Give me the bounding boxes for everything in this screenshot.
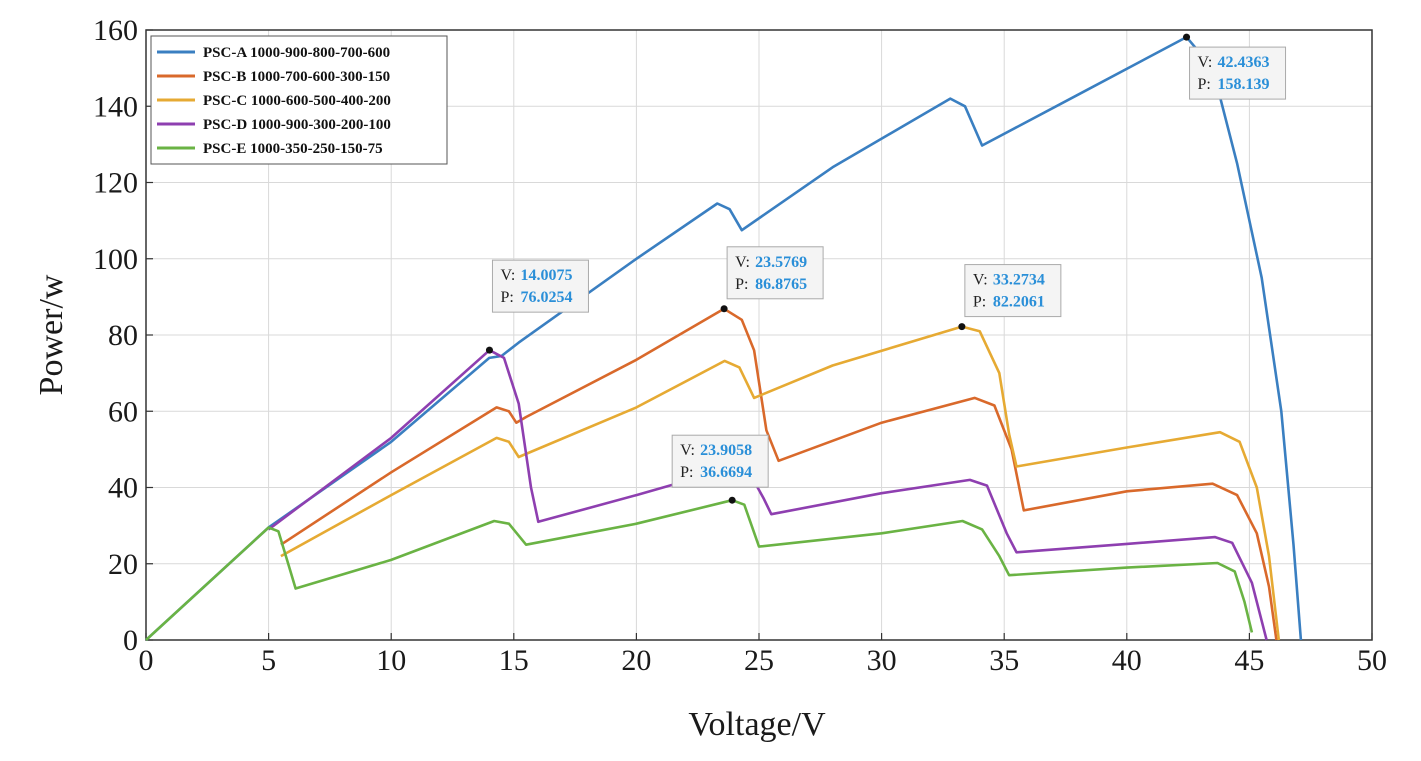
datatip-v-key: V:	[680, 442, 695, 459]
datatip-point	[485, 346, 493, 354]
datatip-p-value: 76.0254	[520, 289, 572, 306]
x-tick-label: 30	[867, 644, 897, 677]
datatip-p-key: P:	[1198, 76, 1211, 93]
x-tick-label: 15	[499, 644, 529, 677]
x-tick-label: 50	[1357, 644, 1387, 677]
series-line-2	[280, 307, 1278, 641]
x-tick-label: 25	[744, 644, 774, 677]
datatip-p-value: 158.139	[1218, 76, 1270, 93]
datatips: V: 42.4363 P: 158.139 V: 14.0075 P: 76.0254 V: 23…	[491, 46, 1287, 488]
datatip-p-key: P:	[735, 276, 748, 293]
legend-entry: PSC-A 1000-900-800-700-600	[203, 45, 390, 61]
datatip-frame	[671, 434, 769, 488]
y-axis-label: Power/w	[33, 274, 70, 395]
y-tick-label: 80	[108, 319, 138, 352]
series-lines	[145, 35, 1303, 641]
series-line-1	[145, 35, 1303, 641]
legend-box	[150, 35, 448, 165]
x-tick-label: 10	[376, 644, 406, 677]
datatip-p-value: 82.2061	[993, 294, 1045, 311]
datatip-v-key: V:	[973, 272, 988, 289]
x-tick-label: 0	[139, 644, 154, 677]
x-tick-label: 35	[989, 644, 1019, 677]
y-tick-label: 60	[108, 395, 138, 428]
y-tick-label: 100	[93, 243, 138, 276]
x-tick-label: 5	[261, 644, 276, 677]
datatip-markers	[485, 33, 1191, 504]
datatip-p-key: P:	[973, 294, 986, 311]
y-tick-label: 160	[93, 14, 138, 47]
legend-entry: PSC-C 1000-600-500-400-200	[203, 93, 391, 109]
datatip-point	[958, 323, 966, 331]
x-tick-label: 20	[621, 644, 651, 677]
legend-entry: PSC-B 1000-700-600-300-150	[203, 69, 390, 85]
datatip-frame	[491, 259, 589, 313]
legend: PSC-A 1000-900-800-700-600 PSC-B 1000-700…	[150, 35, 448, 165]
y-tick-label: 20	[108, 548, 138, 581]
datatip-v-key: V:	[500, 267, 515, 284]
datatip-v-value: 23.9058	[700, 442, 752, 459]
datatip-frame	[1189, 46, 1287, 100]
x-tick-label: 45	[1234, 644, 1264, 677]
y-tick-label: 0	[123, 624, 138, 657]
series-line-4	[267, 348, 1268, 641]
datatip-point	[1183, 33, 1191, 41]
datatip-v-value: 23.5769	[755, 254, 807, 271]
datatip-box: V: 42.4363 P: 158.139	[1189, 46, 1287, 100]
x-tick-label: 40	[1112, 644, 1142, 677]
datatip-box: V: 33.2734 P: 82.2061	[964, 264, 1062, 318]
y-tick-label: 140	[93, 90, 138, 123]
datatip-p-value: 36.6694	[700, 464, 752, 481]
datatip-v-key: V:	[735, 254, 750, 271]
datatip-point	[728, 496, 736, 504]
datatip-v-value: 14.0075	[520, 267, 572, 284]
series-line-5	[145, 498, 1254, 641]
datatip-v-key: V:	[1198, 54, 1213, 71]
y-tick-label: 120	[93, 167, 138, 200]
datatip-v-value: 33.2734	[993, 272, 1045, 289]
datatip-p-key: P:	[680, 464, 693, 481]
datatip-box: V: 23.5769 P: 86.8765	[726, 246, 824, 300]
datatip-frame	[726, 246, 824, 300]
axis-ticks: 0 5 10 15 20 25 30 35 40 45 50 0 20 40 60 80 100 120 140 16…	[93, 14, 1387, 677]
datatip-v-value: 42.4363	[1218, 54, 1270, 71]
datatip-point	[720, 305, 728, 313]
datatip-box: V: 14.0075 P: 76.0254	[491, 259, 589, 313]
datatip-p-value: 86.8765	[755, 276, 807, 293]
legend-entry: PSC-E 1000-350-250-150-75	[203, 141, 383, 157]
datatip-p-key: P:	[500, 289, 513, 306]
y-tick-label: 40	[108, 472, 138, 505]
legend-entry: PSC-D 1000-900-300-200-100	[203, 117, 391, 133]
datatip-frame	[964, 264, 1062, 318]
datatip-box: V: 23.9058 P: 36.6694	[671, 434, 769, 488]
series-line-3	[280, 325, 1281, 641]
x-axis-label: Voltage/V	[688, 706, 826, 743]
